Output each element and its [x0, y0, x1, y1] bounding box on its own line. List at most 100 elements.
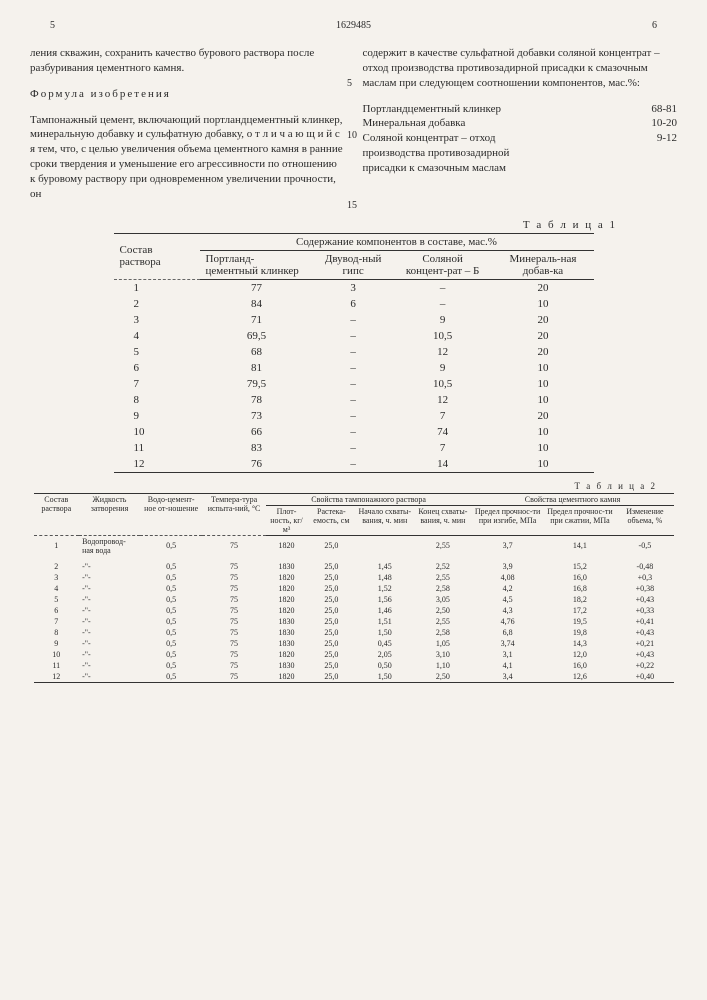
table-cell: 14 [393, 456, 493, 473]
table-cell: 2 [34, 556, 80, 572]
t2-h-start: Начало схваты-вания, ч. мин [355, 505, 414, 535]
table-cell: 25,0 [307, 605, 355, 616]
comp-value: 9-12 [657, 131, 677, 176]
table-cell: 1820 [266, 583, 308, 594]
table-cell: +0,40 [616, 671, 673, 683]
table-cell: 0,5 [140, 638, 203, 649]
t1-h-compo: Состав раствора [114, 233, 200, 279]
table-cell: +0,43 [616, 594, 673, 605]
table-cell: 0,5 [140, 583, 203, 594]
table-cell: 75 [202, 594, 265, 605]
table-cell: 25,0 [307, 583, 355, 594]
table-cell: -"- [79, 605, 140, 616]
table2-caption: Т а б л и ц а 2 [30, 481, 657, 491]
table-cell: 3,10 [414, 649, 471, 660]
table-cell: 1820 [266, 594, 308, 605]
table-cell: 4 [114, 328, 200, 344]
table-cell: 25,0 [307, 535, 355, 556]
table-cell: 76 [200, 456, 314, 473]
t2-h-compo: Состав раствора [34, 493, 80, 535]
table-row: 1276–1410 [114, 456, 594, 473]
table-cell: -"- [79, 556, 140, 572]
table-cell: -"- [79, 627, 140, 638]
table-cell: 3 [114, 312, 200, 328]
table-cell: 75 [202, 556, 265, 572]
table-cell: 2,58 [414, 583, 471, 594]
table-cell: 75 [202, 638, 265, 649]
table-cell: 1 [114, 279, 200, 296]
formula-title: Формула изобретения [30, 87, 345, 102]
t2-h-end: Конец схваты-вания, ч. мин [414, 505, 471, 535]
table-cell: 2,50 [414, 671, 471, 683]
table-cell: 66 [200, 424, 314, 440]
table-cell: – [314, 376, 393, 392]
table-cell: – [393, 279, 493, 296]
table-cell: 77 [200, 279, 314, 296]
table-cell: 20 [492, 344, 593, 360]
table-cell: 7 [114, 376, 200, 392]
table-row: 1183–710 [114, 440, 594, 456]
table-cell: 10 [492, 296, 593, 312]
table-cell: – [393, 296, 493, 312]
table-cell: 17,2 [544, 605, 617, 616]
table-cell: 0,5 [140, 572, 203, 583]
table-row: 973–720 [114, 408, 594, 424]
table-cell: 0,5 [140, 671, 203, 683]
table-cell: 25,0 [307, 572, 355, 583]
table-row: 878–1210 [114, 392, 594, 408]
table-row: 469,5–10,520 [114, 328, 594, 344]
line-num-10: 10 [347, 130, 357, 141]
table-cell: 6 [114, 360, 200, 376]
table-row: 10-"-0,575182025,02,053,103,112,0+0,43 [34, 649, 674, 660]
table-cell: -"- [79, 649, 140, 660]
table-cell: 16,0 [544, 660, 617, 671]
table-cell: -"- [79, 616, 140, 627]
table-cell: 7 [393, 408, 493, 424]
table-cell: 3 [34, 572, 80, 583]
composition-row: Портландцементный клинкер 68-81 [363, 102, 678, 117]
table-cell: – [314, 360, 393, 376]
table-cell: 1,46 [355, 605, 414, 616]
table-cell: 15,2 [544, 556, 617, 572]
table-cell: – [314, 392, 393, 408]
table-row: 8-"-0,575183025,01,502,586,819,8+0,43 [34, 627, 674, 638]
table-cell: -"- [79, 583, 140, 594]
table-row: 4-"-0,575182025,01,522,584,216,8+0,38 [34, 583, 674, 594]
t2-h-vol: Изменение объема, % [616, 505, 673, 535]
table-cell: 12,0 [544, 649, 617, 660]
table-cell: 75 [202, 627, 265, 638]
composition-row: Соляной концентрат – отход производства … [363, 131, 678, 176]
table-cell: 75 [202, 605, 265, 616]
table-cell: 11 [34, 660, 80, 671]
table-cell: 1,56 [355, 594, 414, 605]
table-cell: 2,52 [414, 556, 471, 572]
table-cell: 0,5 [140, 660, 203, 671]
table-cell: 0,5 [140, 594, 203, 605]
table-row: 371–920 [114, 312, 594, 328]
col-num-left: 5 [50, 20, 55, 31]
table-cell: 69,5 [200, 328, 314, 344]
table-cell: 3,9 [472, 556, 544, 572]
comp-label: Соляной концентрат – отход производства … [363, 131, 533, 176]
table-cell: 4,76 [472, 616, 544, 627]
table-cell: 1,05 [414, 638, 471, 649]
table-2: Состав раствора Жидкость затворения Водо… [34, 493, 674, 683]
table-cell: 5 [34, 594, 80, 605]
table-cell: +0,33 [616, 605, 673, 616]
table-cell: 18,2 [544, 594, 617, 605]
comp-label: Портландцементный клинкер [363, 102, 501, 117]
table-cell: 10 [492, 376, 593, 392]
table-cell: 0,5 [140, 605, 203, 616]
table-cell: 1,50 [355, 627, 414, 638]
table-cell: 25,0 [307, 660, 355, 671]
table-cell: -"- [79, 572, 140, 583]
table-cell: 2,55 [414, 572, 471, 583]
table-cell: 75 [202, 535, 265, 556]
table-row: 9-"-0,575183025,00,451,053,7414,3+0,21 [34, 638, 674, 649]
table-cell: 1820 [266, 671, 308, 683]
table-cell: 12 [34, 671, 80, 683]
table-cell: 3 [314, 279, 393, 296]
table-cell: 4,5 [472, 594, 544, 605]
table-cell: – [314, 440, 393, 456]
table-cell: 4 [34, 583, 80, 594]
